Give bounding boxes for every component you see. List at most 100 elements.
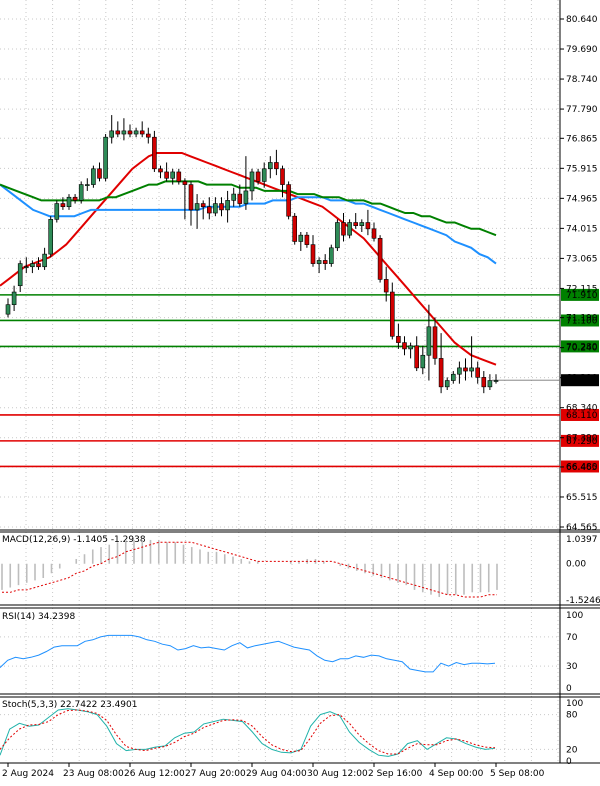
candle-up [85, 184, 90, 186]
candle-down [402, 342, 407, 350]
candle-down [463, 367, 468, 372]
candle-up [457, 367, 462, 375]
price-tick-label: 73.065 [566, 254, 598, 264]
stoch-tick-label: 80 [566, 711, 578, 721]
price-tick-label: 68.340 [566, 404, 598, 414]
candle-down [286, 184, 291, 217]
candle-up [335, 222, 340, 249]
candle-down [158, 168, 163, 173]
stoch-d-line [0, 709, 496, 755]
price-tick-label: 64.565 [566, 523, 598, 533]
candle-down [200, 203, 206, 208]
price-tick-label: 65.515 [566, 493, 598, 503]
candle-down [255, 171, 261, 182]
level-label: 71.910 [566, 291, 598, 301]
level-label-box [561, 460, 599, 473]
time-tick-label: 2 Sep 16:00 [368, 769, 423, 779]
price-tick-label: 74.965 [566, 194, 598, 204]
candle-down [310, 244, 316, 264]
candle-down [36, 263, 41, 268]
time-tick-label: 2 Aug 2024 [2, 769, 54, 779]
candle-up [493, 380, 499, 382]
candle-down [438, 358, 444, 388]
candle-down [389, 291, 395, 337]
level-lines: 71.910 71.100 70.280 68.110 67.290 66.480 [0, 288, 599, 473]
candle-down [322, 260, 328, 264]
candle-up [231, 193, 236, 201]
candle-up [359, 222, 365, 226]
candle-up [54, 203, 60, 220]
rsi-panel: RSI(14) 34.2398 100 70 30 0 [0, 611, 583, 694]
candle-down [353, 222, 359, 226]
stoch-tick-label: 0 [566, 757, 572, 767]
candle-down [176, 171, 182, 182]
candle-down [377, 238, 383, 280]
candle-up [23, 266, 29, 269]
level-label-box [561, 288, 599, 301]
macd-label: MACD(12,26,9) -1.1405 -1.2938 [2, 535, 146, 545]
candle-down [115, 130, 121, 135]
candle-up [78, 184, 84, 201]
candle-up [170, 171, 175, 179]
price-tick-label: 79.690 [566, 45, 598, 55]
candle-down [207, 206, 212, 214]
candle-up [121, 130, 127, 135]
candle-up [267, 162, 273, 170]
stoch-panel: Stoch(5,3,3) 22.7422 23.4901 100 80 20 0 [0, 699, 583, 767]
price-tick-label: 74.015 [566, 224, 598, 234]
time-tick-label: 26 Aug 12:00 [124, 769, 185, 779]
level-label: 70.280 [566, 342, 598, 352]
moving-average-line [0, 180, 497, 237]
candle-up [426, 326, 432, 356]
candle-up [249, 171, 255, 192]
candle-up [17, 263, 23, 287]
stoch-tick-label: 20 [566, 745, 578, 755]
price-tick-label: 77.790 [566, 105, 598, 115]
candle-up [261, 168, 267, 182]
candle-down [396, 335, 401, 343]
candle-down [152, 136, 157, 170]
candle-up [487, 380, 493, 388]
macd-tick-label: -1.5246 [566, 596, 600, 606]
current-price-box [561, 374, 599, 387]
candle-down [72, 196, 78, 201]
macd-tick-label: 0.00 [566, 560, 586, 570]
level-label: 71.100 [566, 316, 598, 326]
time-tick-label: 5 Sep 08:00 [490, 769, 545, 779]
candle-down [188, 184, 194, 211]
time-tick-label: 4 Sep 00:00 [429, 769, 484, 779]
rsi-label: RSI(14) 34.2398 [2, 612, 75, 622]
price-tick-label: 75.915 [566, 164, 598, 174]
level-label-box [561, 340, 599, 353]
candle-down [164, 171, 169, 179]
price-tick-label: 67.390 [566, 434, 598, 444]
time-tick-label: 29 Aug 04:00 [246, 769, 307, 779]
macd-panel: MACD(12,26,9) -1.1405 -1.2938 1.0397 0.00 -… [1, 535, 600, 606]
candle-down [292, 215, 298, 242]
candle-up [103, 136, 108, 179]
candle-down [280, 168, 285, 185]
candle-up [408, 345, 413, 350]
level-label: 66.480 [566, 462, 598, 472]
candle-down [341, 222, 346, 236]
macd-signal-line [2, 541, 497, 598]
candle-down [383, 279, 389, 293]
candle-up [328, 247, 334, 264]
candle-up [420, 354, 426, 369]
price-tick-label: 72.115 [566, 284, 598, 294]
rsi-tick-label: 100 [566, 611, 583, 621]
time-tick-label: 23 Aug 08:00 [63, 769, 124, 779]
rsi-tick-label: 30 [566, 662, 578, 672]
candle-down [139, 130, 145, 135]
time-axis: 2 Aug 2024 23 Aug 08:00 26 Aug 12:00 27 Aug… [2, 763, 545, 779]
stoch-k-line [0, 708, 496, 757]
price-tick-label: 80.640 [566, 15, 598, 25]
candle-down [182, 181, 188, 185]
candle-down [365, 222, 371, 230]
stoch-label: Stoch(5,3,3) 22.7422 23.4901 [2, 700, 137, 710]
candle-up [469, 367, 474, 372]
price-tick-label: 76.865 [566, 134, 598, 144]
price-tick-label: 70.240 [566, 344, 598, 354]
